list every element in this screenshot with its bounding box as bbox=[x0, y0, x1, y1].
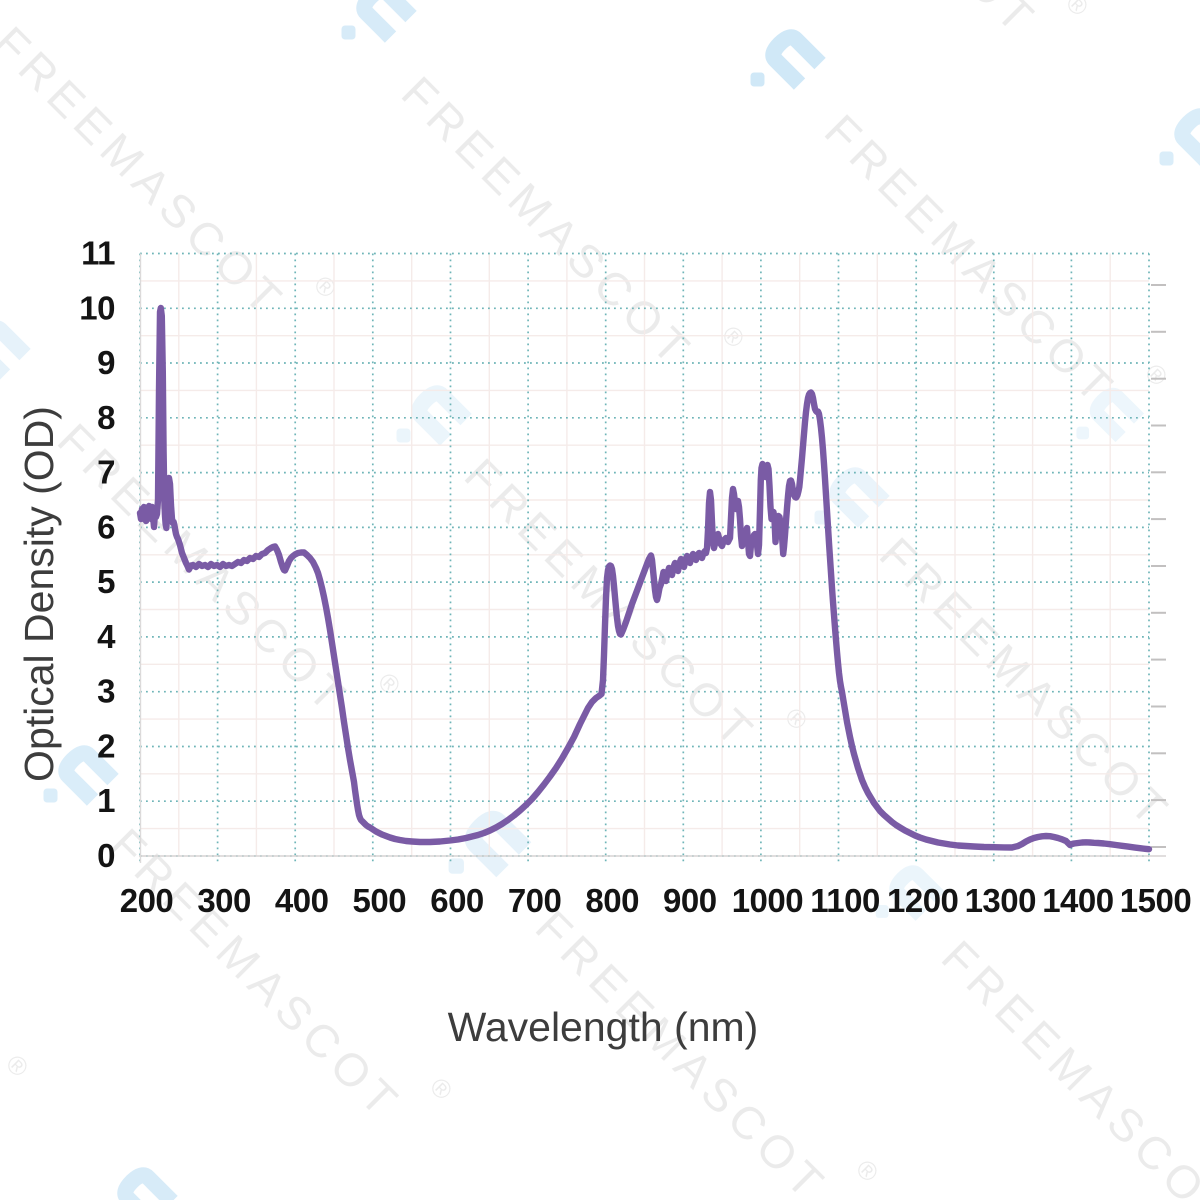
svg-text:4: 4 bbox=[97, 618, 116, 655]
svg-text:500: 500 bbox=[353, 882, 407, 919]
svg-text:700: 700 bbox=[508, 882, 562, 919]
svg-text:1: 1 bbox=[97, 782, 115, 819]
svg-text:11: 11 bbox=[81, 235, 115, 272]
svg-text:2: 2 bbox=[97, 728, 115, 765]
svg-text:FREEMASCOT: FREEMASCOT bbox=[100, 818, 412, 1130]
svg-text:200: 200 bbox=[120, 882, 174, 919]
svg-text:FREEMASCOT: FREEMASCOT bbox=[932, 930, 1200, 1200]
svg-text:800: 800 bbox=[585, 882, 639, 919]
svg-text:900: 900 bbox=[663, 882, 717, 919]
svg-text:®: ® bbox=[1194, 780, 1200, 815]
svg-text:3: 3 bbox=[97, 673, 115, 710]
svg-text:1100: 1100 bbox=[810, 882, 880, 919]
svg-text:300: 300 bbox=[197, 882, 251, 919]
svg-text:6: 6 bbox=[97, 508, 115, 545]
svg-text:400: 400 bbox=[275, 882, 329, 919]
svg-text:FREEMASCOT: FREEMASCOT bbox=[0, 16, 296, 328]
svg-text:8: 8 bbox=[97, 399, 115, 436]
svg-text:®: ® bbox=[1139, 357, 1174, 392]
svg-text:7: 7 bbox=[97, 454, 115, 491]
svg-text:600: 600 bbox=[430, 882, 484, 919]
svg-text:0: 0 bbox=[97, 837, 115, 874]
svg-text:®: ® bbox=[850, 1153, 885, 1188]
svg-text:1400: 1400 bbox=[1042, 882, 1113, 919]
svg-text:®: ® bbox=[0, 1048, 35, 1083]
svg-text:FREEMASCOT: FREEMASCOT bbox=[455, 448, 767, 760]
svg-text:®: ® bbox=[1060, 0, 1095, 22]
svg-text:Optical Density (OD): Optical Density (OD) bbox=[16, 406, 62, 782]
svg-text:9: 9 bbox=[97, 344, 115, 381]
svg-text:®: ® bbox=[716, 319, 751, 354]
svg-text:®: ® bbox=[308, 269, 343, 304]
svg-text:1000: 1000 bbox=[732, 882, 803, 919]
svg-text:1200: 1200 bbox=[887, 882, 958, 919]
svg-text:FREEMASCOT: FREEMASCOT bbox=[392, 66, 704, 378]
svg-text:FREEMASCOT: FREEMASCOT bbox=[526, 900, 838, 1200]
svg-text:FREEMASCOT: FREEMASCOT bbox=[870, 527, 1182, 839]
svg-text:1300: 1300 bbox=[965, 882, 1036, 919]
svg-text:FREEMASCOT: FREEMASCOT bbox=[815, 104, 1127, 416]
svg-text:5: 5 bbox=[97, 563, 115, 600]
svg-text:®: ® bbox=[424, 1071, 459, 1106]
svg-text:1500: 1500 bbox=[1120, 882, 1191, 919]
svg-text:®: ® bbox=[372, 666, 407, 701]
svg-text:Wavelength (nm): Wavelength (nm) bbox=[448, 1004, 759, 1050]
svg-text:10: 10 bbox=[79, 289, 115, 326]
